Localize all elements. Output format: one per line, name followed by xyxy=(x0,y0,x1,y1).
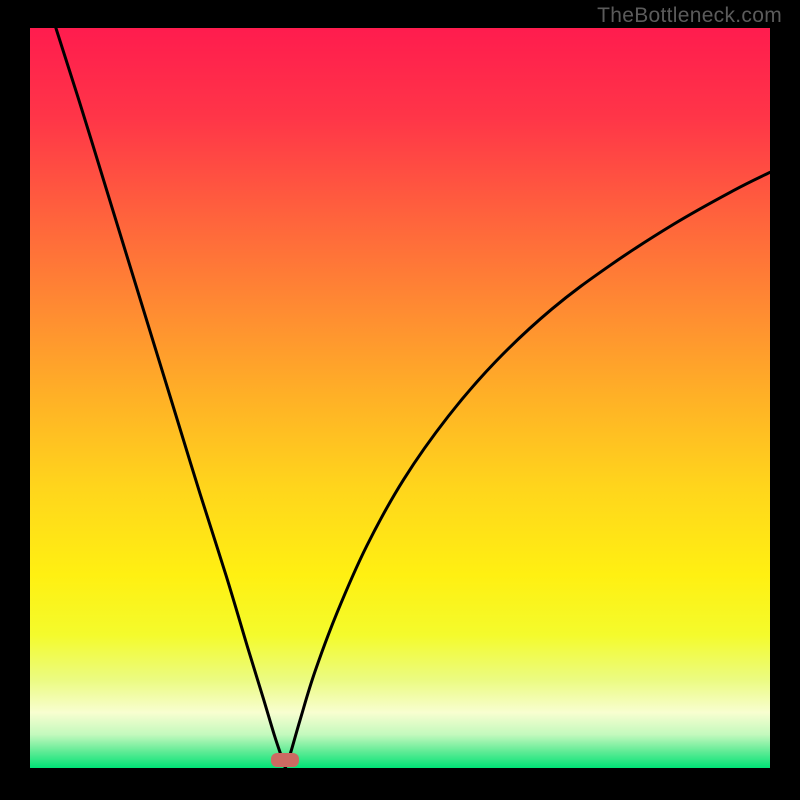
watermark-text: TheBottleneck.com xyxy=(597,4,782,28)
bottleneck-curve xyxy=(30,28,770,768)
curve-path xyxy=(56,28,770,768)
minimum-marker xyxy=(271,753,299,767)
plot-area xyxy=(30,28,770,768)
chart-container: TheBottleneck.com xyxy=(0,0,800,800)
